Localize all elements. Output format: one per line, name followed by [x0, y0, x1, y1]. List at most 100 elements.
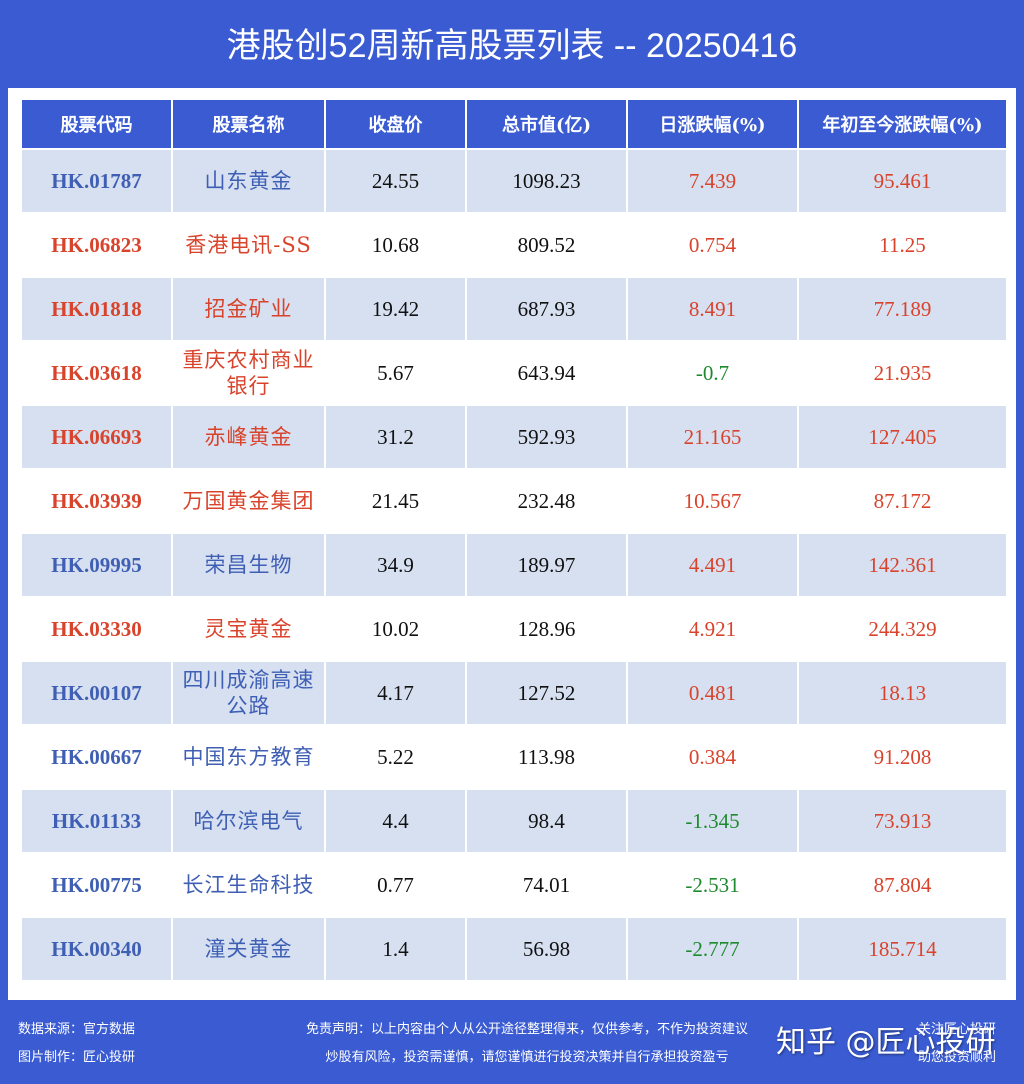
- stock-name-cell: 中国东方教育: [173, 726, 324, 790]
- market-cap-cell: 98.4: [467, 790, 626, 854]
- stock-code-cell: HK.01818: [22, 278, 171, 342]
- header-daily-change: 日涨跌幅(%): [628, 100, 797, 150]
- close-price-cell: 34.9: [326, 534, 465, 598]
- stock-name-cell: 万国黄金集团: [173, 470, 324, 534]
- footer-follow: 关注匠心投研 助您投资顺利: [918, 1016, 996, 1072]
- close-price-cell: 19.42: [326, 278, 465, 342]
- market-cap-cell: 232.48: [467, 470, 626, 534]
- ytd-change-cell: 127.405: [799, 406, 1006, 470]
- footer-disclaimer: 免责声明：以上内容由个人从公开途径整理得来，仅供参考，不作为投资建议 炒股有风险…: [272, 1016, 782, 1072]
- close-price-cell: 24.55: [326, 150, 465, 214]
- close-price-cell: 21.45: [326, 470, 465, 534]
- stock-name-cell: 荣昌生物: [173, 534, 324, 598]
- ytd-change-cell: 87.172: [799, 470, 1006, 534]
- close-price-cell: 4.17: [326, 662, 465, 726]
- daily-change-cell: 0.384: [628, 726, 797, 790]
- stock-code-cell: HK.01787: [22, 150, 171, 214]
- stock-name-cell: 香港电讯-SS: [173, 214, 324, 278]
- maker-text: 图片制作：匠心投研: [18, 1050, 136, 1065]
- market-cap-cell: 1098.23: [467, 150, 626, 214]
- market-cap-cell: 592.93: [467, 406, 626, 470]
- ytd-change-cell: 18.13: [799, 662, 1006, 726]
- stock-code-cell: HK.06693: [22, 406, 171, 470]
- table-row: HK.00107 四川成渝高速公路 4.17 127.52 0.481 18.13: [22, 662, 1006, 726]
- stock-name-cell: 灵宝黄金: [173, 598, 324, 662]
- stock-code-cell: HK.09995: [22, 534, 171, 598]
- table-row: HK.00775 长江生命科技 0.77 74.01 -2.531 87.804: [22, 854, 1006, 918]
- stock-code-cell: HK.00775: [22, 854, 171, 918]
- daily-change-cell: 0.754: [628, 214, 797, 278]
- table-row: HK.00667 中国东方教育 5.22 113.98 0.384 91.208: [22, 726, 1006, 790]
- header-market-cap: 总市值(亿): [467, 100, 626, 150]
- stock-name-cell: 哈尔滨电气: [173, 790, 324, 854]
- disclaimer-line-2: 炒股有风险，投资需谨慎，请您谨慎进行投资决策并自行承担投资盈亏: [325, 1050, 729, 1065]
- market-cap-cell: 127.52: [467, 662, 626, 726]
- disclaimer-line-1: 免责声明：以上内容由个人从公开途径整理得来，仅供参考，不作为投资建议: [305, 1022, 748, 1037]
- daily-change-cell: -1.345: [628, 790, 797, 854]
- stock-code-cell: HK.00107: [22, 662, 171, 726]
- daily-change-cell: -2.531: [628, 854, 797, 918]
- table-row: HK.00340 潼关黄金 1.4 56.98 -2.777 185.714: [22, 918, 1006, 982]
- ytd-change-cell: 87.804: [799, 854, 1006, 918]
- daily-change-cell: 21.165: [628, 406, 797, 470]
- stock-name-cell: 长江生命科技: [173, 854, 324, 918]
- watermark: 知乎 @匠心投研: [776, 1025, 996, 1060]
- close-price-cell: 1.4: [326, 918, 465, 982]
- stock-name-cell: 四川成渝高速公路: [173, 662, 324, 726]
- ytd-change-cell: 21.935: [799, 342, 1006, 406]
- daily-change-cell: -2.777: [628, 918, 797, 982]
- footer-credits: 数据来源：官方数据 图片制作：匠心投研: [18, 1016, 135, 1072]
- header-close: 收盘价: [326, 100, 465, 150]
- ytd-change-cell: 185.714: [799, 918, 1006, 982]
- follow-line-1: 关注匠心投研: [918, 1022, 997, 1037]
- ytd-change-cell: 11.25: [799, 214, 1006, 278]
- ytd-change-cell: 91.208: [799, 726, 1006, 790]
- close-price-cell: 5.67: [326, 342, 465, 406]
- ytd-change-cell: 244.329: [799, 598, 1006, 662]
- close-price-cell: 31.2: [326, 406, 465, 470]
- table-row: HK.01818 招金矿业 19.42 687.93 8.491 77.189: [22, 278, 1006, 342]
- table-row: HK.03618 重庆农村商业银行 5.67 643.94 -0.7 21.935: [22, 342, 1006, 406]
- table-row: HK.03330 灵宝黄金 10.02 128.96 4.921 244.329: [22, 598, 1006, 662]
- ytd-change-cell: 77.189: [799, 278, 1006, 342]
- stock-name-cell: 山东黄金: [173, 150, 324, 214]
- stock-name-cell: 潼关黄金: [173, 918, 324, 982]
- close-price-cell: 0.77: [326, 854, 465, 918]
- table-header-row: 股票代码 股票名称 收盘价 总市值(亿) 日涨跌幅(%) 年初至今涨跌幅(%): [22, 100, 1006, 150]
- stock-name-cell: 赤峰黄金: [173, 406, 324, 470]
- page-title: 港股创52周新高股票列表 -- 20250416: [226, 27, 798, 65]
- stock-name-cell: 重庆农村商业银行: [173, 342, 324, 406]
- market-cap-cell: 56.98: [467, 918, 626, 982]
- ytd-change-cell: 95.461: [799, 150, 1006, 214]
- daily-change-cell: 7.439: [628, 150, 797, 214]
- table-panel: 股票代码 股票名称 收盘价 总市值(亿) 日涨跌幅(%) 年初至今涨跌幅(%) …: [8, 88, 1016, 1000]
- daily-change-cell: 0.481: [628, 662, 797, 726]
- stock-name-cell: 招金矿业: [173, 278, 324, 342]
- market-cap-cell: 128.96: [467, 598, 626, 662]
- daily-change-cell: 4.921: [628, 598, 797, 662]
- follow-line-2: 助您投资顺利: [918, 1050, 997, 1065]
- table-row: HK.01133 哈尔滨电气 4.4 98.4 -1.345 73.913: [22, 790, 1006, 854]
- stock-code-cell: HK.03330: [22, 598, 171, 662]
- table-row: HK.03939 万国黄金集团 21.45 232.48 10.567 87.172: [22, 470, 1006, 534]
- market-cap-cell: 687.93: [467, 278, 626, 342]
- footer: 数据来源：官方数据 图片制作：匠心投研 免责声明：以上内容由个人从公开途径整理得…: [0, 1012, 1024, 1084]
- market-cap-cell: 74.01: [467, 854, 626, 918]
- daily-change-cell: 8.491: [628, 278, 797, 342]
- header-name: 股票名称: [173, 100, 324, 150]
- table-row: HK.09995 荣昌生物 34.9 189.97 4.491 142.361: [22, 534, 1006, 598]
- close-price-cell: 10.68: [326, 214, 465, 278]
- daily-change-cell: 4.491: [628, 534, 797, 598]
- ytd-change-cell: 142.361: [799, 534, 1006, 598]
- close-price-cell: 5.22: [326, 726, 465, 790]
- stock-code-cell: HK.03939: [22, 470, 171, 534]
- market-cap-cell: 113.98: [467, 726, 626, 790]
- stock-code-cell: HK.06823: [22, 214, 171, 278]
- stock-code-cell: HK.01133: [22, 790, 171, 854]
- ytd-change-cell: 73.913: [799, 790, 1006, 854]
- daily-change-cell: -0.7: [628, 342, 797, 406]
- stock-code-cell: HK.03618: [22, 342, 171, 406]
- market-cap-cell: 189.97: [467, 534, 626, 598]
- daily-change-cell: 10.567: [628, 470, 797, 534]
- table-row: HK.06823 香港电讯-SS 10.68 809.52 0.754 11.25: [22, 214, 1006, 278]
